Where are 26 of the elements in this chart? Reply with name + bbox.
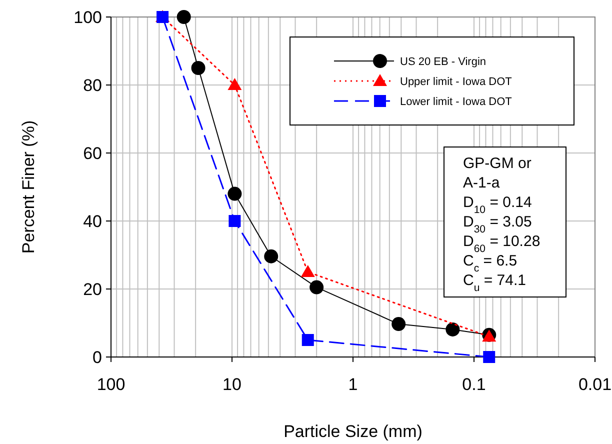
y-axis-title: Percent Finer (%) xyxy=(19,120,38,254)
y-tick-label: 0 xyxy=(92,348,102,367)
y-tick-label: 100 xyxy=(74,8,102,27)
legend-label: US 20 EB - Virgin xyxy=(400,56,486,68)
legend-label: Lower limit - Iowa DOT xyxy=(400,96,512,108)
y-tick-label: 60 xyxy=(83,144,102,163)
annotation: GP-GM or xyxy=(463,155,532,172)
annotation: C$_{c}$ = 6.5 xyxy=(463,252,518,274)
annotation: D$_{30}$ = 3.05 xyxy=(463,214,532,236)
annotation: D$_{60}$ = 10.28 xyxy=(463,233,540,255)
x-tick-label: 0.01 xyxy=(578,375,612,394)
y-tick-label: 40 xyxy=(83,212,102,231)
y-tick-label: 20 xyxy=(83,280,102,299)
legend-label: Upper limit - Iowa DOT xyxy=(400,76,512,88)
x-tick-label: 1 xyxy=(348,375,358,394)
y-tick-label: 80 xyxy=(83,76,102,95)
legend-item: US 20 EB - Virgin xyxy=(334,54,486,68)
x-tick-label: 100 xyxy=(96,375,126,394)
annotation: A-1-a xyxy=(463,174,500,192)
legend-item: Upper limit - Iowa DOT xyxy=(334,74,512,88)
annotation: D$_{10}$ = 0.14 xyxy=(463,194,532,216)
x-axis-title: Particle Size (mm) xyxy=(284,422,422,441)
x-tick-label: 10 xyxy=(222,375,242,394)
legend-item: Lower limit - Iowa DOT xyxy=(334,95,512,108)
x-tick-label: 0.1 xyxy=(462,375,486,394)
annotation: C$_{u}$ = 74.1 xyxy=(463,272,526,294)
